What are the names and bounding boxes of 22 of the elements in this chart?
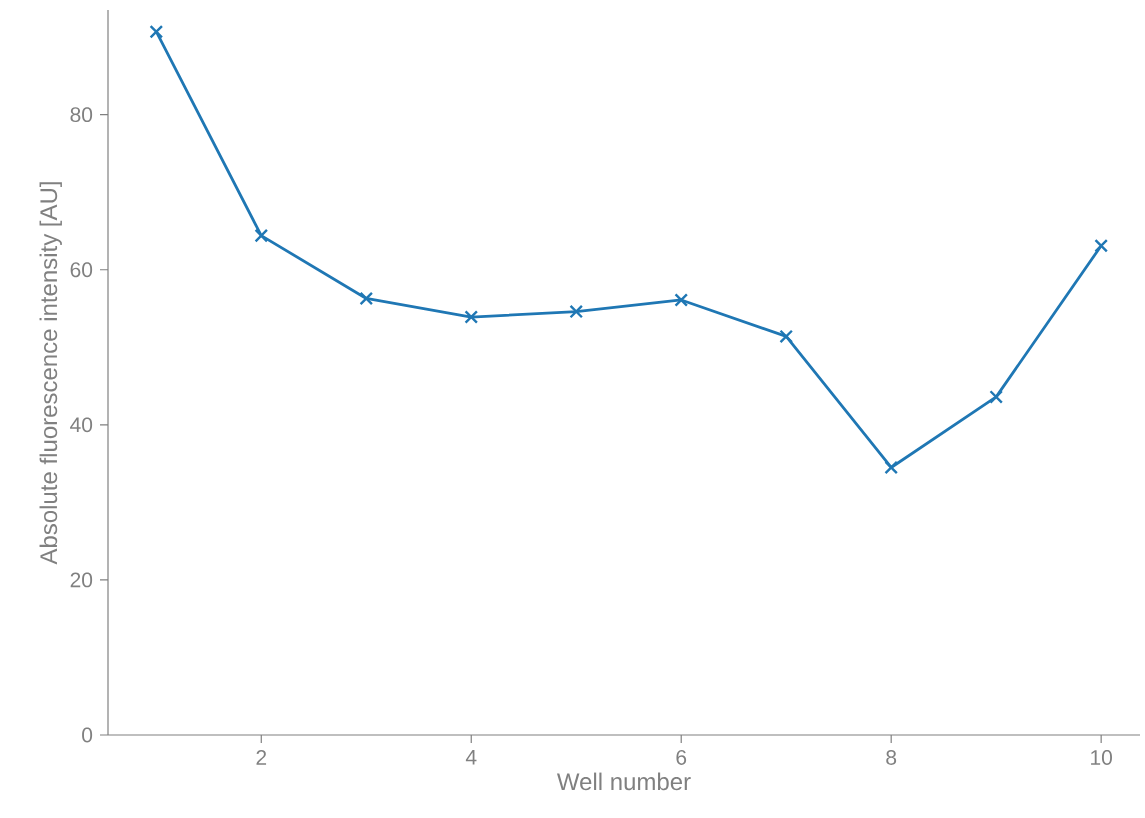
point xyxy=(359,291,374,306)
point xyxy=(989,390,1004,404)
point xyxy=(1094,238,1109,253)
point xyxy=(674,293,689,307)
y-tick-label: 0 xyxy=(82,727,93,743)
x-tick-label: 8 xyxy=(886,750,897,765)
x-tick-label: 4 xyxy=(465,750,477,765)
x-tick-label: 6 xyxy=(676,750,687,765)
y-tick-label: 80 xyxy=(70,107,93,123)
x-axis-title: Well number xyxy=(556,772,691,791)
y-tick-label: 60 xyxy=(70,262,93,278)
y-tick-label: 40 xyxy=(70,417,93,433)
point xyxy=(254,228,269,243)
y-tick-label: 20 xyxy=(70,572,93,588)
y-axis-title: Absolute fluorescence intensity [AU] xyxy=(39,182,62,565)
point xyxy=(779,329,794,344)
x-tick-label: 10 xyxy=(1091,750,1112,765)
x-tick-label: 2 xyxy=(256,750,267,765)
point xyxy=(884,460,899,475)
point xyxy=(569,304,584,319)
point xyxy=(149,24,164,39)
point xyxy=(464,310,479,324)
